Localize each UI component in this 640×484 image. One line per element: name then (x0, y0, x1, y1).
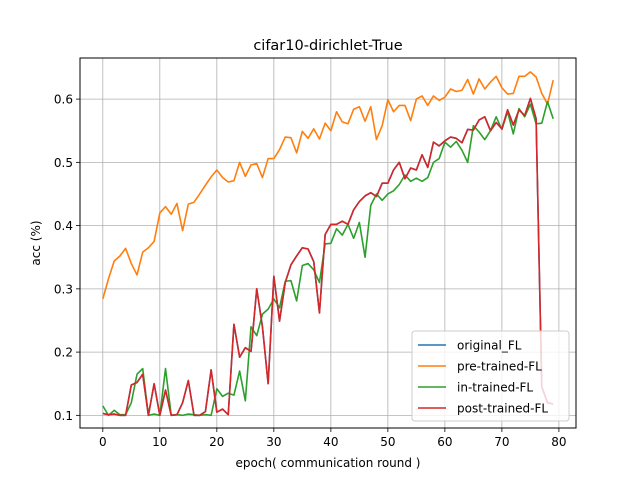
x-tick-label: 0 (99, 435, 107, 449)
legend-label: original_FL (457, 339, 522, 353)
x-tick-label: 60 (437, 435, 452, 449)
y-tick-label: 0.1 (54, 409, 73, 423)
x-tick-label: 10 (152, 435, 167, 449)
x-tick-label: 80 (551, 435, 566, 449)
legend-label: pre-trained-FL (457, 360, 542, 374)
series-line-pre-trained-fl (102, 71, 554, 300)
series-line-post-trained-fl (102, 97, 554, 417)
chart-title: cifar10-dirichlet-True (253, 38, 402, 54)
x-tick-label: 50 (380, 435, 395, 449)
series-line-in-trained-fl (102, 100, 554, 417)
legend-label: post-trained-FL (457, 402, 548, 416)
y-tick-label: 0.5 (54, 156, 73, 170)
plot-frame (79, 57, 577, 429)
legend-label: in-trained-FL (457, 381, 533, 395)
y-tick-label: 0.3 (54, 282, 73, 296)
x-axis-label: epoch( communication round ) (236, 456, 421, 470)
x-tick-label: 30 (266, 435, 281, 449)
y-tick-label: 0.4 (54, 219, 73, 233)
y-tick-label: 0.6 (54, 93, 73, 107)
axes: 0 10 20 30 40 50 60 70 80 0.1 0.2 0.3 0.4 0.5 0.6 (54, 93, 567, 449)
plot-lines (102, 71, 554, 417)
y-tick-label: 0.2 (54, 346, 73, 360)
y-axis-label: acc (%) (29, 220, 43, 265)
x-tick-label: 70 (494, 435, 509, 449)
x-tick-label: 20 (209, 435, 224, 449)
x-tick-label: 40 (323, 435, 338, 449)
legend-box (411, 330, 570, 422)
legend: original_FL pre-trained-FL in-trained-FL po… (411, 330, 570, 422)
